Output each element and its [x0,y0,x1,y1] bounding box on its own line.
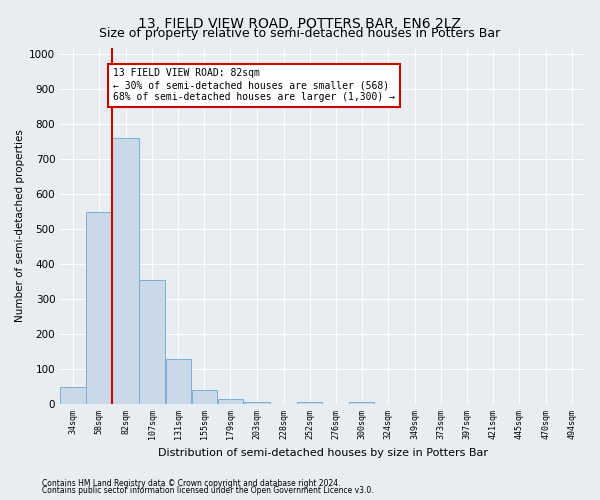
X-axis label: Distribution of semi-detached houses by size in Potters Bar: Distribution of semi-detached houses by … [158,448,488,458]
Bar [61,387,86,404]
Bar [86,212,112,404]
Text: 13, FIELD VIEW ROAD, POTTERS BAR, EN6 2LZ: 13, FIELD VIEW ROAD, POTTERS BAR, EN6 2L… [139,18,461,32]
Bar [349,402,374,404]
Bar [166,359,191,405]
Bar [218,399,243,404]
Bar [112,138,139,404]
Bar [191,390,217,404]
Text: Contains HM Land Registry data © Crown copyright and database right 2024.: Contains HM Land Registry data © Crown c… [42,478,341,488]
Bar [139,280,165,404]
Bar [244,402,271,404]
Text: 13 FIELD VIEW ROAD: 82sqm
← 30% of semi-detached houses are smaller (568)
68% of: 13 FIELD VIEW ROAD: 82sqm ← 30% of semi-… [113,68,395,102]
Text: Size of property relative to semi-detached houses in Potters Bar: Size of property relative to semi-detach… [100,28,500,40]
Y-axis label: Number of semi-detached properties: Number of semi-detached properties [15,130,25,322]
Text: Contains public sector information licensed under the Open Government Licence v3: Contains public sector information licen… [42,486,374,495]
Bar [297,402,322,404]
